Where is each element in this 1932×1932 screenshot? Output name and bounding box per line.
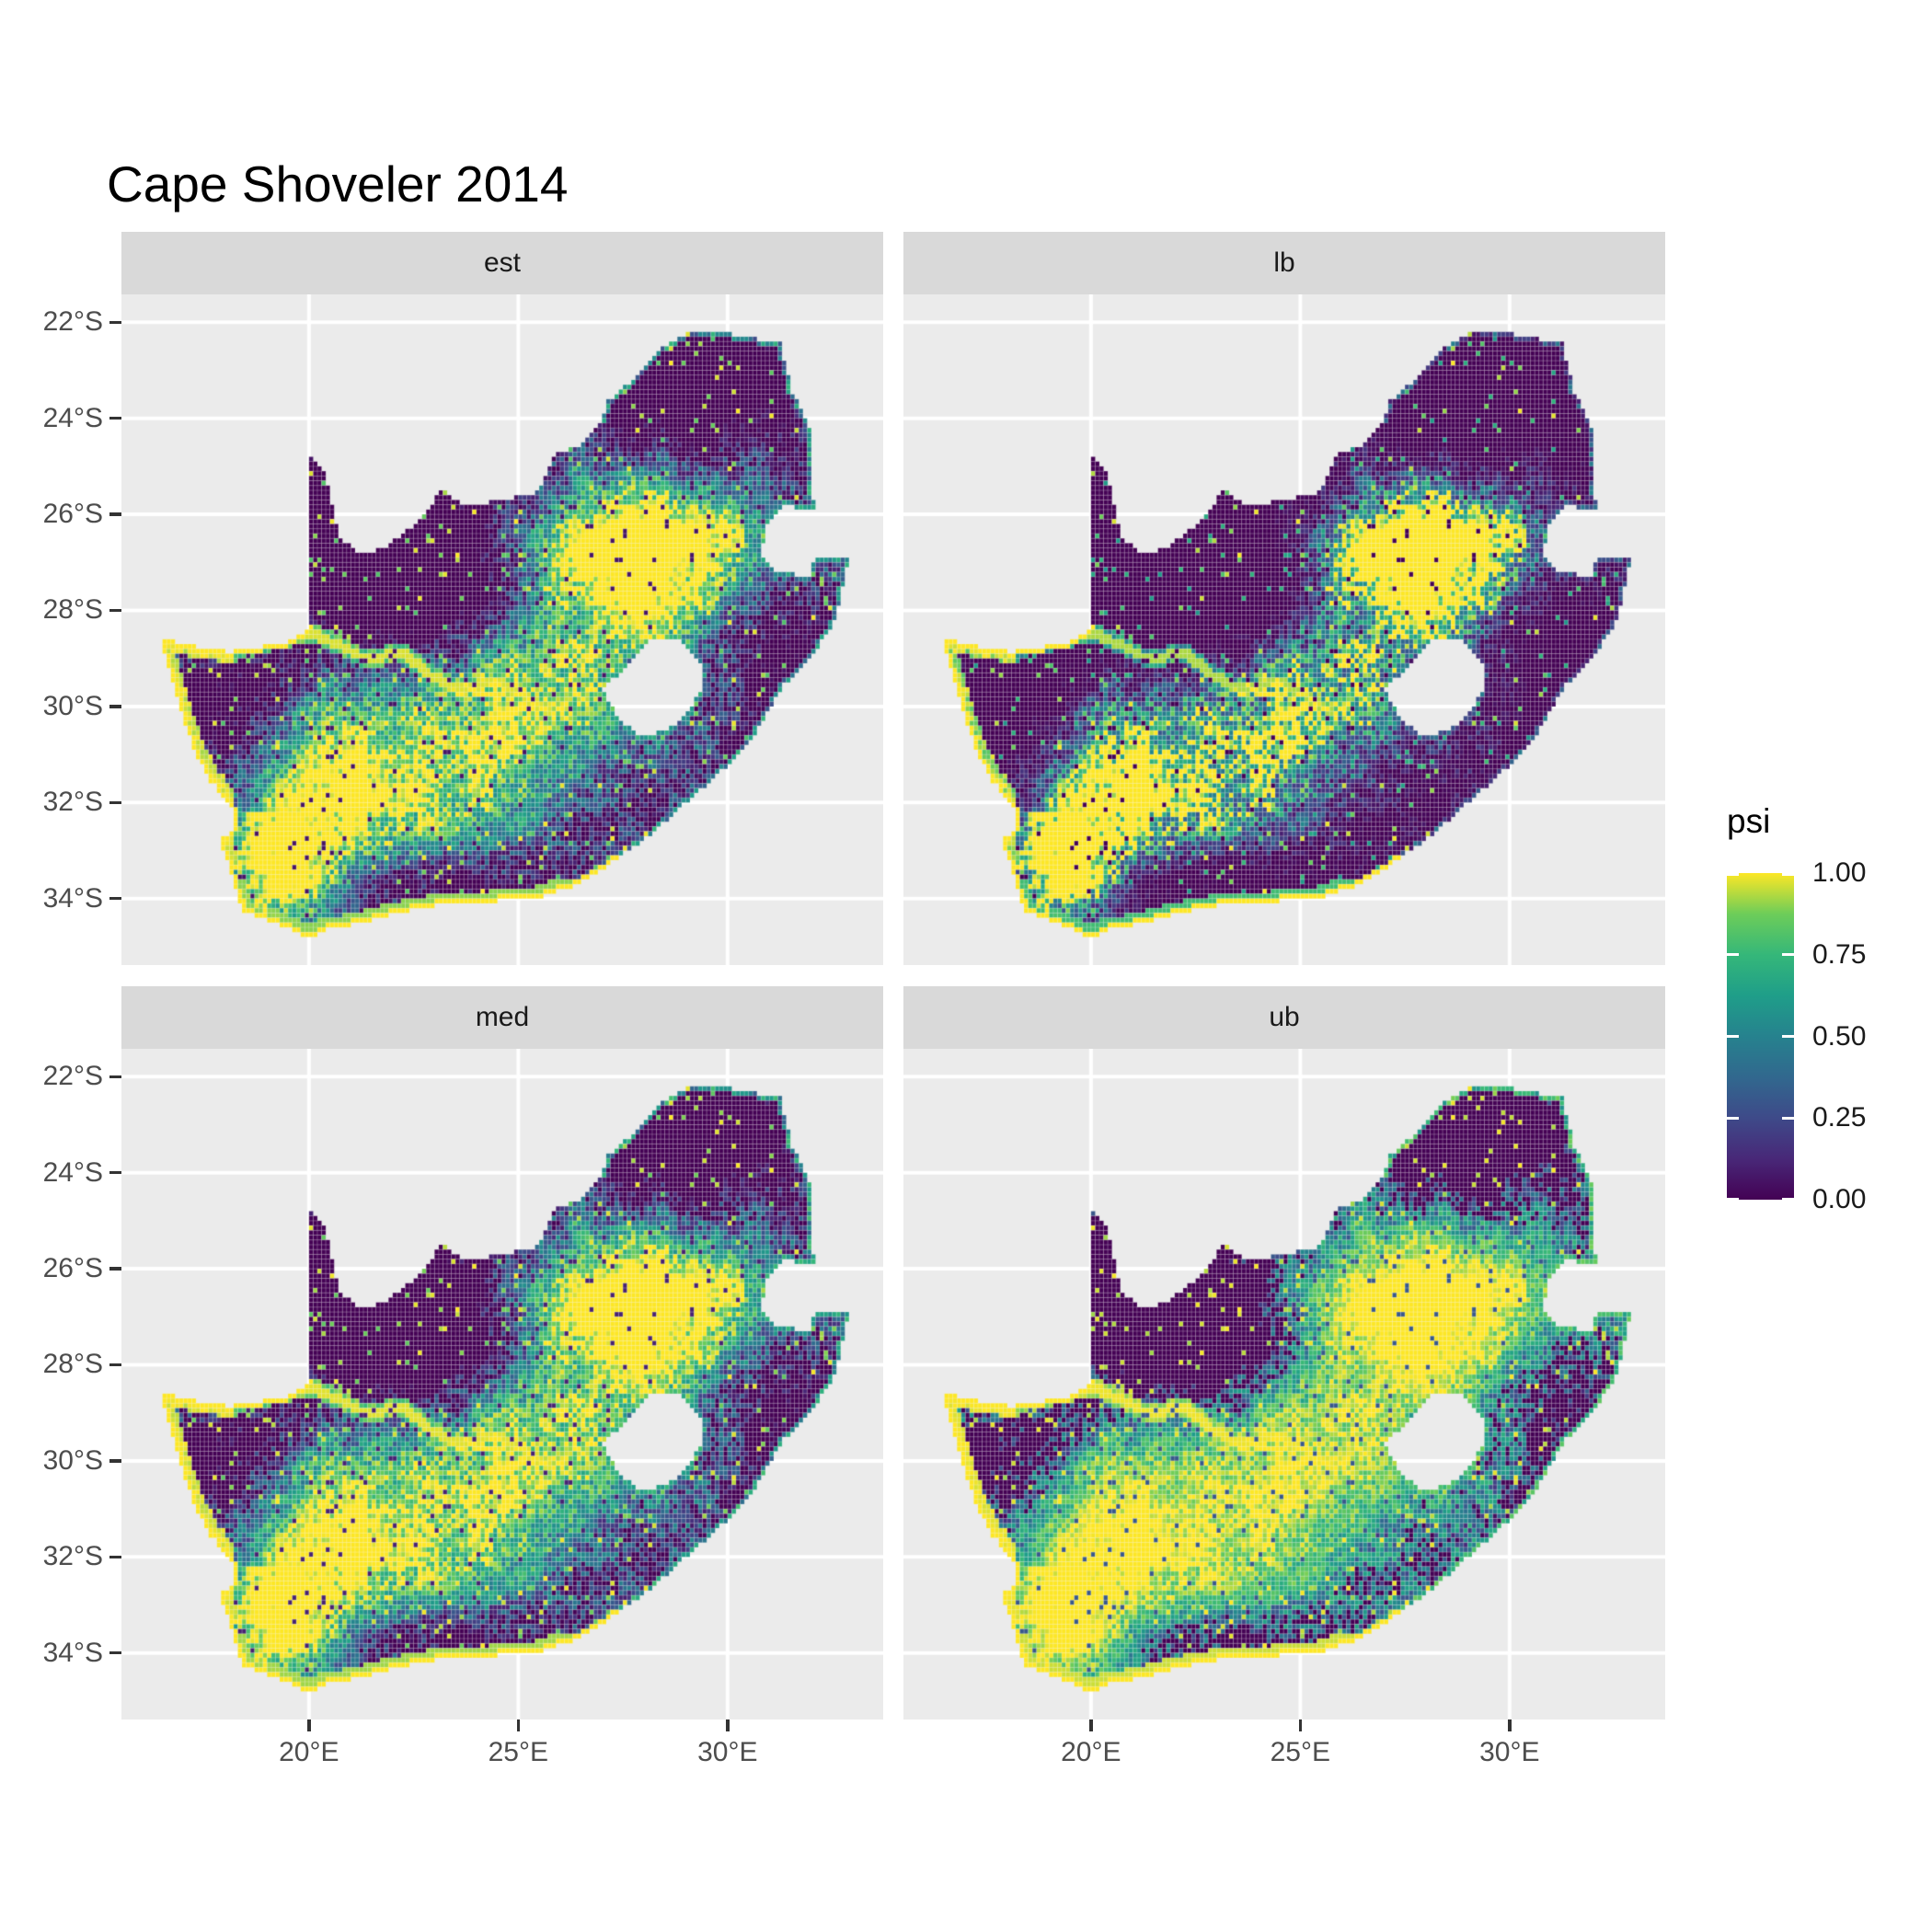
- facet-strip-est-label: est: [483, 247, 522, 278]
- x-tick-mark: [1089, 1719, 1093, 1731]
- y-tick-label: 24°S: [42, 1156, 103, 1188]
- legend-tick-mark: [1782, 1197, 1794, 1201]
- y-tick-mark: [109, 416, 121, 420]
- legend-tick-mark: [1782, 953, 1794, 957]
- facet-strip-med-label: med: [475, 1002, 530, 1032]
- legend-label: 0.00: [1812, 1184, 1867, 1214]
- y-tick-label: 32°S: [42, 787, 103, 818]
- map-panel-lb: [903, 294, 1665, 965]
- y-tick-mark: [109, 1170, 121, 1175]
- y-tick-label: 24°S: [42, 402, 103, 433]
- legend-tick-mark: [1782, 873, 1794, 876]
- legend-title: psi: [1727, 802, 1771, 840]
- y-tick-label: 26°S: [42, 499, 103, 530]
- x-tick-mark: [1508, 1719, 1512, 1731]
- x-tick-label: 30°E: [697, 1737, 758, 1767]
- y-tick-label: 22°S: [42, 1061, 103, 1092]
- facet-strip-ub-label: ub: [1269, 1002, 1300, 1032]
- y-tick-mark: [109, 705, 121, 708]
- legend-label: 0.25: [1812, 1102, 1867, 1133]
- y-tick-label: 34°S: [42, 882, 103, 914]
- legend-label: 1.00: [1812, 857, 1867, 888]
- plot-title: Cape Shoveler 2014: [107, 155, 569, 213]
- facet-strip-med: med: [121, 986, 883, 1049]
- y-tick-mark: [109, 896, 121, 901]
- y-tick-label: 30°S: [42, 690, 103, 721]
- y-tick-label: 34°S: [42, 1637, 103, 1668]
- map-panel-ub: [903, 1049, 1665, 1719]
- y-tick-mark: [109, 1650, 121, 1655]
- y-tick-mark: [109, 800, 121, 805]
- y-tick-mark: [109, 1555, 121, 1559]
- x-tick-label: 20°E: [279, 1737, 339, 1767]
- legend-tick-mark: [1727, 1116, 1739, 1120]
- x-tick-label: 25°E: [1270, 1737, 1331, 1767]
- facet-strip-ub: ub: [903, 986, 1665, 1049]
- legend-label: 0.75: [1812, 938, 1867, 970]
- y-tick-mark: [109, 1459, 121, 1463]
- legend-tick-mark: [1782, 1035, 1794, 1038]
- y-tick-mark: [109, 512, 121, 516]
- map-panel-med: [121, 1049, 883, 1719]
- legend-tick-mark: [1727, 873, 1739, 876]
- y-tick-mark: [109, 1363, 121, 1367]
- y-tick-label: 26°S: [42, 1253, 103, 1284]
- y-tick-mark: [109, 320, 121, 325]
- x-tick-mark: [307, 1719, 311, 1731]
- map-panel-est: [121, 294, 883, 965]
- x-tick-label: 25°E: [488, 1737, 549, 1767]
- y-tick-mark: [109, 1075, 121, 1079]
- x-tick-mark: [726, 1719, 730, 1731]
- legend-tick-mark: [1727, 953, 1739, 957]
- x-tick-mark: [1298, 1719, 1303, 1731]
- y-tick-label: 30°S: [42, 1444, 103, 1476]
- facet-strip-lb: lb: [903, 232, 1665, 294]
- legend-tick-mark: [1782, 1116, 1794, 1120]
- y-tick-label: 32°S: [42, 1541, 103, 1572]
- x-tick-label: 20°E: [1061, 1737, 1121, 1767]
- y-tick-mark: [109, 608, 121, 613]
- x-tick-label: 30°E: [1479, 1737, 1540, 1767]
- facet-strip-est: est: [121, 232, 883, 294]
- y-tick-label: 22°S: [42, 306, 103, 338]
- y-tick-mark: [109, 1267, 121, 1271]
- legend-label: 0.50: [1812, 1020, 1867, 1052]
- legend-tick-mark: [1727, 1035, 1739, 1038]
- y-tick-label: 28°S: [42, 594, 103, 626]
- facet-strip-lb-label: lb: [1273, 247, 1295, 278]
- y-tick-label: 28°S: [42, 1349, 103, 1380]
- legend-tick-mark: [1727, 1197, 1739, 1201]
- x-tick-mark: [516, 1719, 521, 1731]
